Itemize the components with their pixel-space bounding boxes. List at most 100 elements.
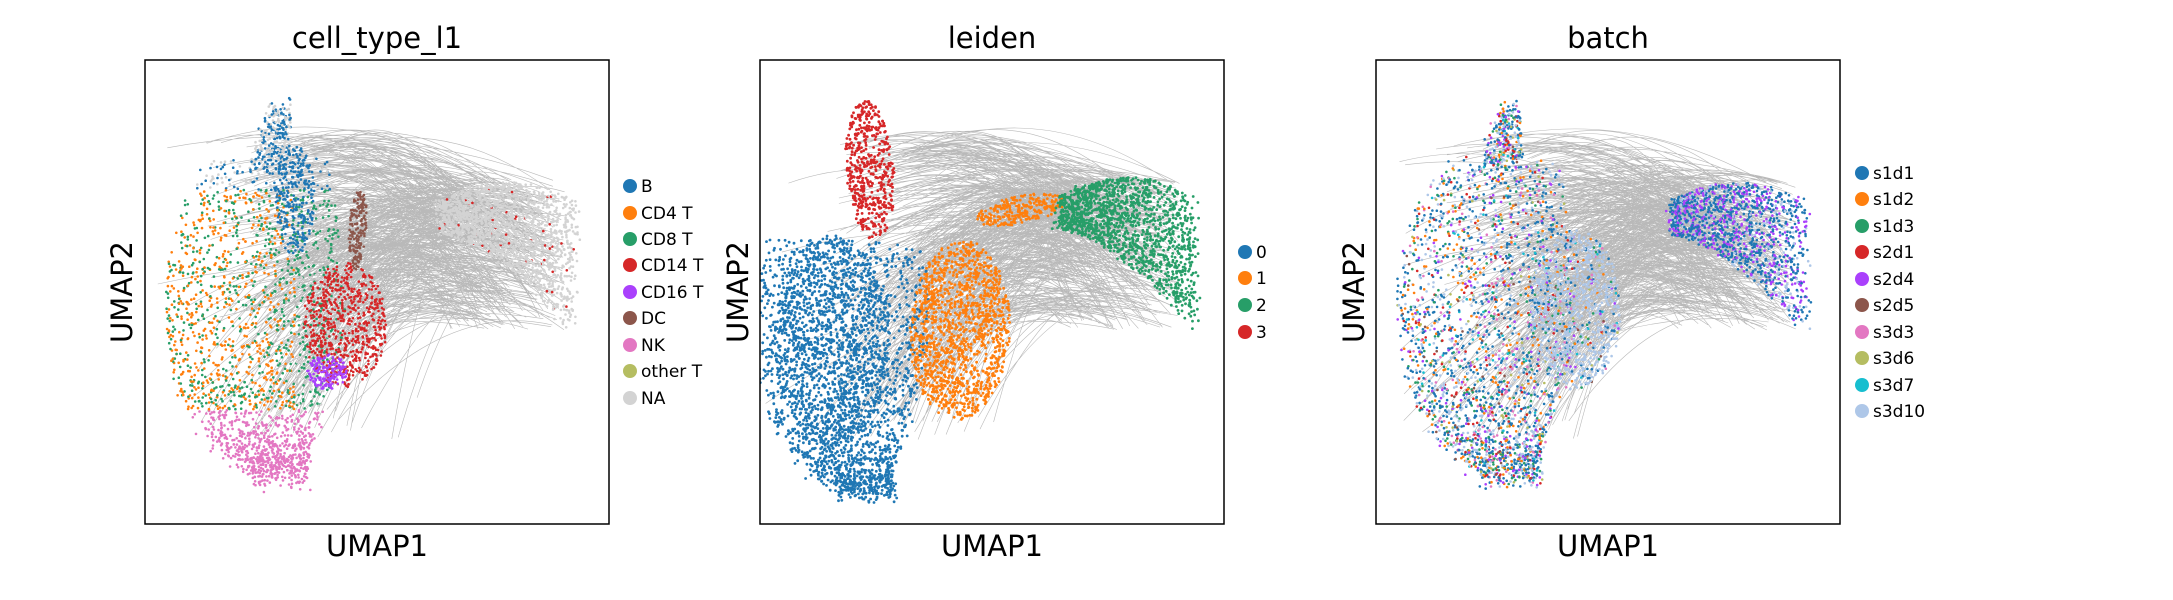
cell-point — [352, 308, 355, 311]
cell-point — [271, 242, 275, 246]
cell-point — [267, 114, 271, 118]
cell-point — [251, 476, 255, 480]
cell-point — [290, 249, 293, 253]
cell-point — [459, 192, 462, 195]
cell-point — [181, 216, 184, 220]
cell-point — [327, 209, 331, 212]
cell-point — [306, 195, 310, 199]
cell-point — [298, 256, 302, 260]
cell-point — [326, 322, 329, 326]
cell-point — [563, 253, 567, 256]
cell-point — [260, 398, 264, 401]
cell-point — [211, 230, 215, 233]
cell-point — [511, 229, 515, 232]
cell-point — [274, 432, 277, 436]
cell-point — [315, 362, 319, 365]
cell-point — [552, 231, 556, 234]
cell-point — [383, 327, 386, 331]
cell-point — [546, 250, 550, 253]
cell-point — [289, 103, 292, 106]
cell-point — [282, 210, 286, 214]
cell-point — [307, 293, 311, 296]
cell-point — [170, 251, 173, 254]
cell-point — [357, 341, 361, 344]
cell-point — [314, 344, 317, 347]
cell-point — [206, 194, 209, 198]
cell-point — [180, 241, 183, 244]
cell-point — [274, 417, 278, 420]
cell-point — [203, 201, 206, 205]
cell-point — [530, 236, 534, 239]
cell-point — [232, 285, 236, 288]
cell-point — [301, 246, 304, 249]
cell-point — [357, 351, 360, 354]
cell-point — [260, 421, 264, 424]
cell-point — [257, 219, 261, 223]
cell-point — [460, 231, 463, 235]
cell-point — [235, 224, 238, 228]
cell-point — [254, 322, 258, 325]
cell-point — [356, 255, 359, 259]
cell-point — [313, 342, 317, 345]
cell-point — [266, 479, 269, 482]
cell-point — [478, 192, 481, 195]
cell-point — [272, 252, 276, 256]
cell-point — [528, 192, 531, 195]
cell-point — [254, 403, 258, 407]
cell-point — [214, 363, 217, 367]
cell-point — [255, 449, 259, 452]
cell-point — [468, 220, 472, 223]
cell-point — [212, 159, 216, 163]
cell-point — [292, 148, 295, 151]
cell-point — [198, 335, 201, 339]
cell-point — [191, 384, 194, 387]
cell-point — [275, 136, 279, 140]
cell-point — [329, 215, 333, 218]
cell-point — [292, 286, 296, 290]
cell-point — [209, 166, 212, 170]
cell-point — [288, 165, 291, 169]
cell-point — [378, 316, 381, 319]
cell-point — [281, 371, 285, 375]
cell-point — [266, 400, 270, 403]
cell-point — [277, 364, 280, 367]
cell-point — [243, 460, 247, 464]
cell-point — [275, 229, 278, 233]
cell-point — [273, 236, 277, 240]
cell-point — [345, 384, 348, 388]
cell-point — [337, 347, 341, 351]
cell-point — [307, 209, 310, 212]
cell-point — [318, 393, 321, 396]
cell-point — [240, 345, 244, 349]
cell-point — [224, 411, 227, 414]
cell-point — [290, 418, 294, 422]
cell-point — [255, 177, 259, 180]
cell-point — [353, 339, 357, 343]
cell-point — [267, 443, 271, 446]
cell-point — [275, 309, 278, 312]
cell-point — [337, 235, 340, 238]
cell-point — [217, 256, 221, 260]
cell-point — [166, 284, 170, 288]
cell-point — [203, 360, 206, 364]
cell-point — [439, 213, 443, 217]
cell-point — [321, 280, 324, 284]
cell-point — [318, 423, 321, 426]
cell-point — [267, 353, 271, 357]
cell-point — [538, 210, 541, 214]
cell-point — [326, 309, 329, 313]
cell-point — [297, 232, 300, 236]
cell-point — [369, 302, 373, 305]
cell-point — [251, 341, 254, 345]
cell-point — [223, 404, 227, 408]
panel-title: cell_type_l1 — [292, 21, 462, 55]
cell-point — [325, 160, 329, 164]
cell-point — [321, 221, 325, 224]
cell-point — [281, 123, 284, 127]
cell-point — [285, 352, 288, 356]
cell-point — [215, 297, 219, 300]
cell-point — [212, 418, 216, 422]
cell-point — [367, 307, 371, 311]
cell-point — [249, 313, 252, 317]
cell-point — [303, 181, 306, 184]
